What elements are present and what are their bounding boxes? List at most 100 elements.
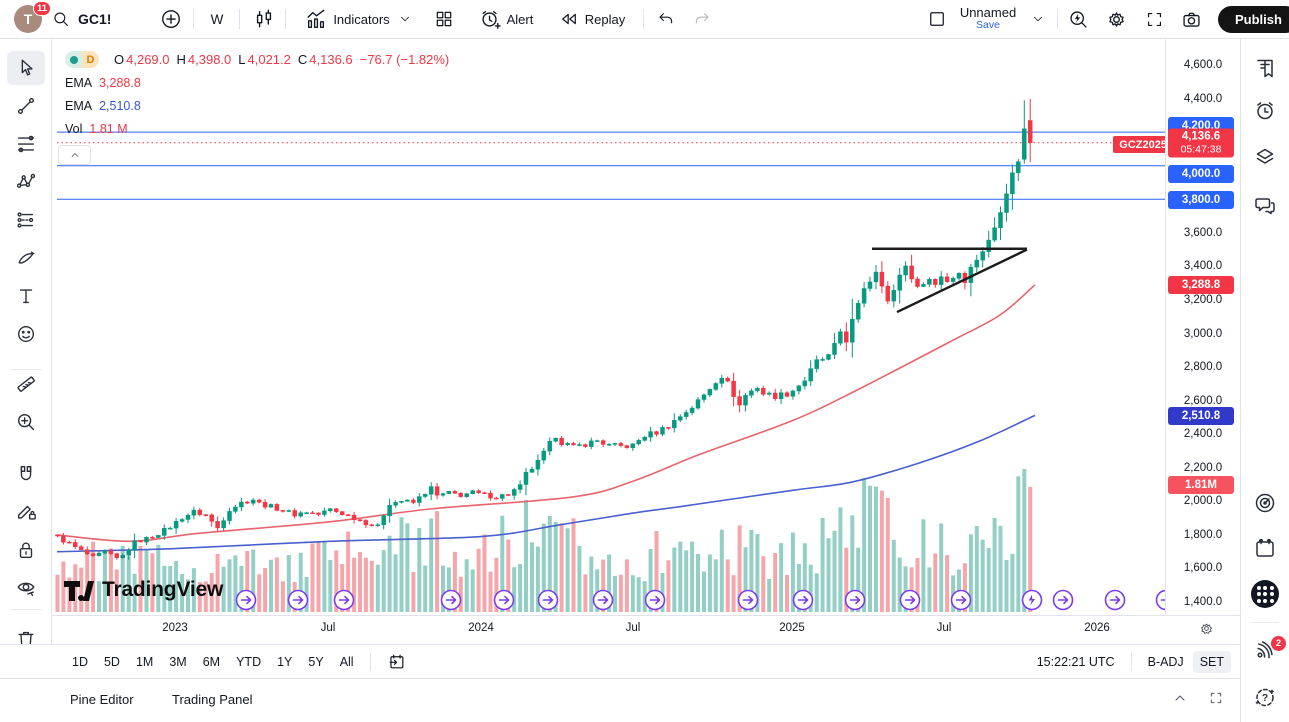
tradingview-watermark: TradingView (64, 577, 223, 603)
tool-hide-all[interactable] (7, 571, 45, 605)
tool-brush[interactable] (7, 241, 45, 275)
chart-style-button[interactable] (250, 0, 278, 38)
calendar-arrow-icon (387, 652, 406, 671)
range-all[interactable]: All (339, 654, 354, 669)
tool-text-tool[interactable] (7, 279, 45, 313)
layout-grid-button[interactable] (430, 0, 458, 38)
save-link[interactable]: Save (976, 19, 1000, 32)
toolbar-separator (1130, 652, 1132, 671)
clock-label[interactable]: 15:22:21 UTC (1036, 654, 1115, 669)
legend-ema2-row[interactable]: EMA 2,510.8 (65, 94, 449, 117)
watermark-text: TradingView (102, 578, 224, 601)
snapshot-button[interactable] (1177, 0, 1205, 38)
range-ytd[interactable]: YTD (236, 654, 262, 669)
tab-pine-editor[interactable]: Pine Editor (70, 692, 134, 707)
top-toolbar: T 11 GC1! W Indicators Alert Replay Unna… (0, 0, 1289, 39)
watchlist-icon (1253, 56, 1277, 80)
range-1y[interactable]: 1Y (277, 654, 293, 669)
tool-emoji[interactable] (7, 317, 45, 351)
legend-collapse-button[interactable] (58, 145, 91, 165)
time-tick: Jul (320, 622, 336, 634)
range-1m[interactable]: 1M (135, 654, 154, 669)
panel-maximize-button[interactable] (1208, 690, 1224, 706)
tool-drawing-mode[interactable] (7, 495, 45, 529)
layout-menu-chevron[interactable] (1026, 0, 1050, 38)
toolbar-separator (369, 652, 371, 671)
range-5y[interactable]: 5Y (308, 654, 324, 669)
settlement-toggle[interactable]: SET (1192, 650, 1231, 673)
price-chart[interactable] (52, 39, 1165, 615)
data-status-pill[interactable]: D (65, 51, 99, 68)
high-label: H (176, 52, 186, 67)
tool-lock-all[interactable] (7, 533, 45, 567)
settings-button[interactable] (1102, 0, 1130, 38)
redo-icon (693, 10, 711, 28)
sidebar-gauge-button[interactable] (1249, 487, 1281, 519)
add-symbol-button[interactable] (158, 0, 184, 38)
publish-button[interactable]: Publish (1218, 6, 1289, 33)
ema-price-badge: 2,510.8 (1168, 406, 1234, 425)
sidebar-object-tree-button[interactable] (1249, 141, 1281, 173)
ema-price-badge: 3,288.8 (1168, 276, 1234, 295)
chart-pane[interactable]: D O 4,269.0 H 4,398.0 L 4,021.2 C 4,136.6 −7… (52, 39, 1165, 615)
tool-forecast[interactable] (7, 203, 45, 237)
broadcast-notification-badge: 2 (1271, 636, 1286, 651)
price-axis[interactable]: 4,600.0 4,400.0 3,600.0 3,400.0 3,200.0 3,000… (1165, 39, 1240, 615)
symbol-search-button[interactable]: GC1! (52, 0, 162, 38)
grid-icon (434, 9, 454, 29)
legend-volume-row[interactable]: Vol 1.81 M (65, 117, 449, 140)
panel-expand-button[interactable] (1172, 690, 1188, 706)
replay-button[interactable]: Replay (552, 0, 632, 38)
help-icon: ? (1253, 685, 1277, 709)
range-6m[interactable]: 6M (202, 654, 221, 669)
toolbar-separator (193, 9, 194, 29)
legend-ema1-row[interactable]: EMA 3,288.8 (65, 71, 449, 94)
tool-cursor[interactable] (7, 51, 45, 85)
fullscreen-button[interactable] (1140, 0, 1168, 38)
save-layout-icon-button[interactable] (923, 0, 951, 38)
adjustment-toggle[interactable]: B-ADJ (1147, 654, 1184, 669)
indicators-button[interactable]: Indicators (296, 0, 421, 38)
axis-settings-gear-icon[interactable] (1199, 621, 1214, 636)
alert-button[interactable]: Alert (474, 0, 538, 38)
layout-name-button[interactable]: Unnamed Save (956, 0, 1020, 38)
range-3m[interactable]: 3M (169, 654, 187, 669)
tool-fib-retracement[interactable] (7, 127, 45, 161)
drawing-mode-icon (15, 501, 37, 523)
undo-button[interactable] (652, 0, 680, 38)
go-to-date-button[interactable] (380, 648, 413, 675)
tool-zoom-in[interactable] (7, 405, 45, 439)
redo-button[interactable] (688, 0, 716, 38)
time-tick: 2025 (779, 622, 805, 634)
range-5d[interactable]: 5D (103, 654, 120, 669)
close-label: C (297, 52, 308, 67)
tool-trend-line[interactable] (7, 89, 45, 123)
sidebar-help-button[interactable]: ? (1249, 681, 1281, 713)
sidebar-apps-button[interactable] (1249, 578, 1281, 610)
tab-trading-panel[interactable]: Trading Panel (172, 692, 253, 707)
sidebar-watchlist-button[interactable] (1249, 52, 1281, 84)
calendar-icon (1253, 536, 1277, 560)
svg-text:?: ? (1262, 693, 1268, 704)
drawing-toolbar (0, 39, 52, 648)
quick-search-button[interactable] (1064, 0, 1092, 38)
interval-button[interactable]: W (210, 11, 224, 27)
time-tick: 2023 (162, 622, 188, 634)
sidebar-chat-button[interactable] (1249, 189, 1281, 221)
fullscreen-icon (1145, 10, 1164, 29)
bottom-panel: Pine Editor Trading Panel (0, 680, 1240, 722)
undo-icon (657, 10, 675, 28)
sidebar-calendar-button[interactable] (1249, 532, 1281, 564)
legend-symbol-row[interactable]: D O 4,269.0 H 4,398.0 L 4,021.2 C 4,136.6 −7… (65, 48, 449, 71)
sidebar-broadcast-button[interactable] (1249, 634, 1281, 666)
tool-magnet[interactable] (7, 457, 45, 491)
tool-xabcd-pattern[interactable] (7, 165, 45, 199)
price-tick: 2,600.0 (1183, 394, 1223, 407)
time-tick: Jul (625, 622, 641, 634)
time-axis[interactable]: 2023 Jul 2024 Jul 2025 Jul 2026 (52, 615, 1240, 644)
indicators-label: Indicators (333, 11, 390, 27)
alarm-plus-icon (479, 8, 501, 30)
tool-ruler[interactable] (7, 367, 45, 401)
sidebar-alerts-clock-button[interactable] (1249, 95, 1281, 127)
range-1d[interactable]: 1D (72, 654, 88, 669)
